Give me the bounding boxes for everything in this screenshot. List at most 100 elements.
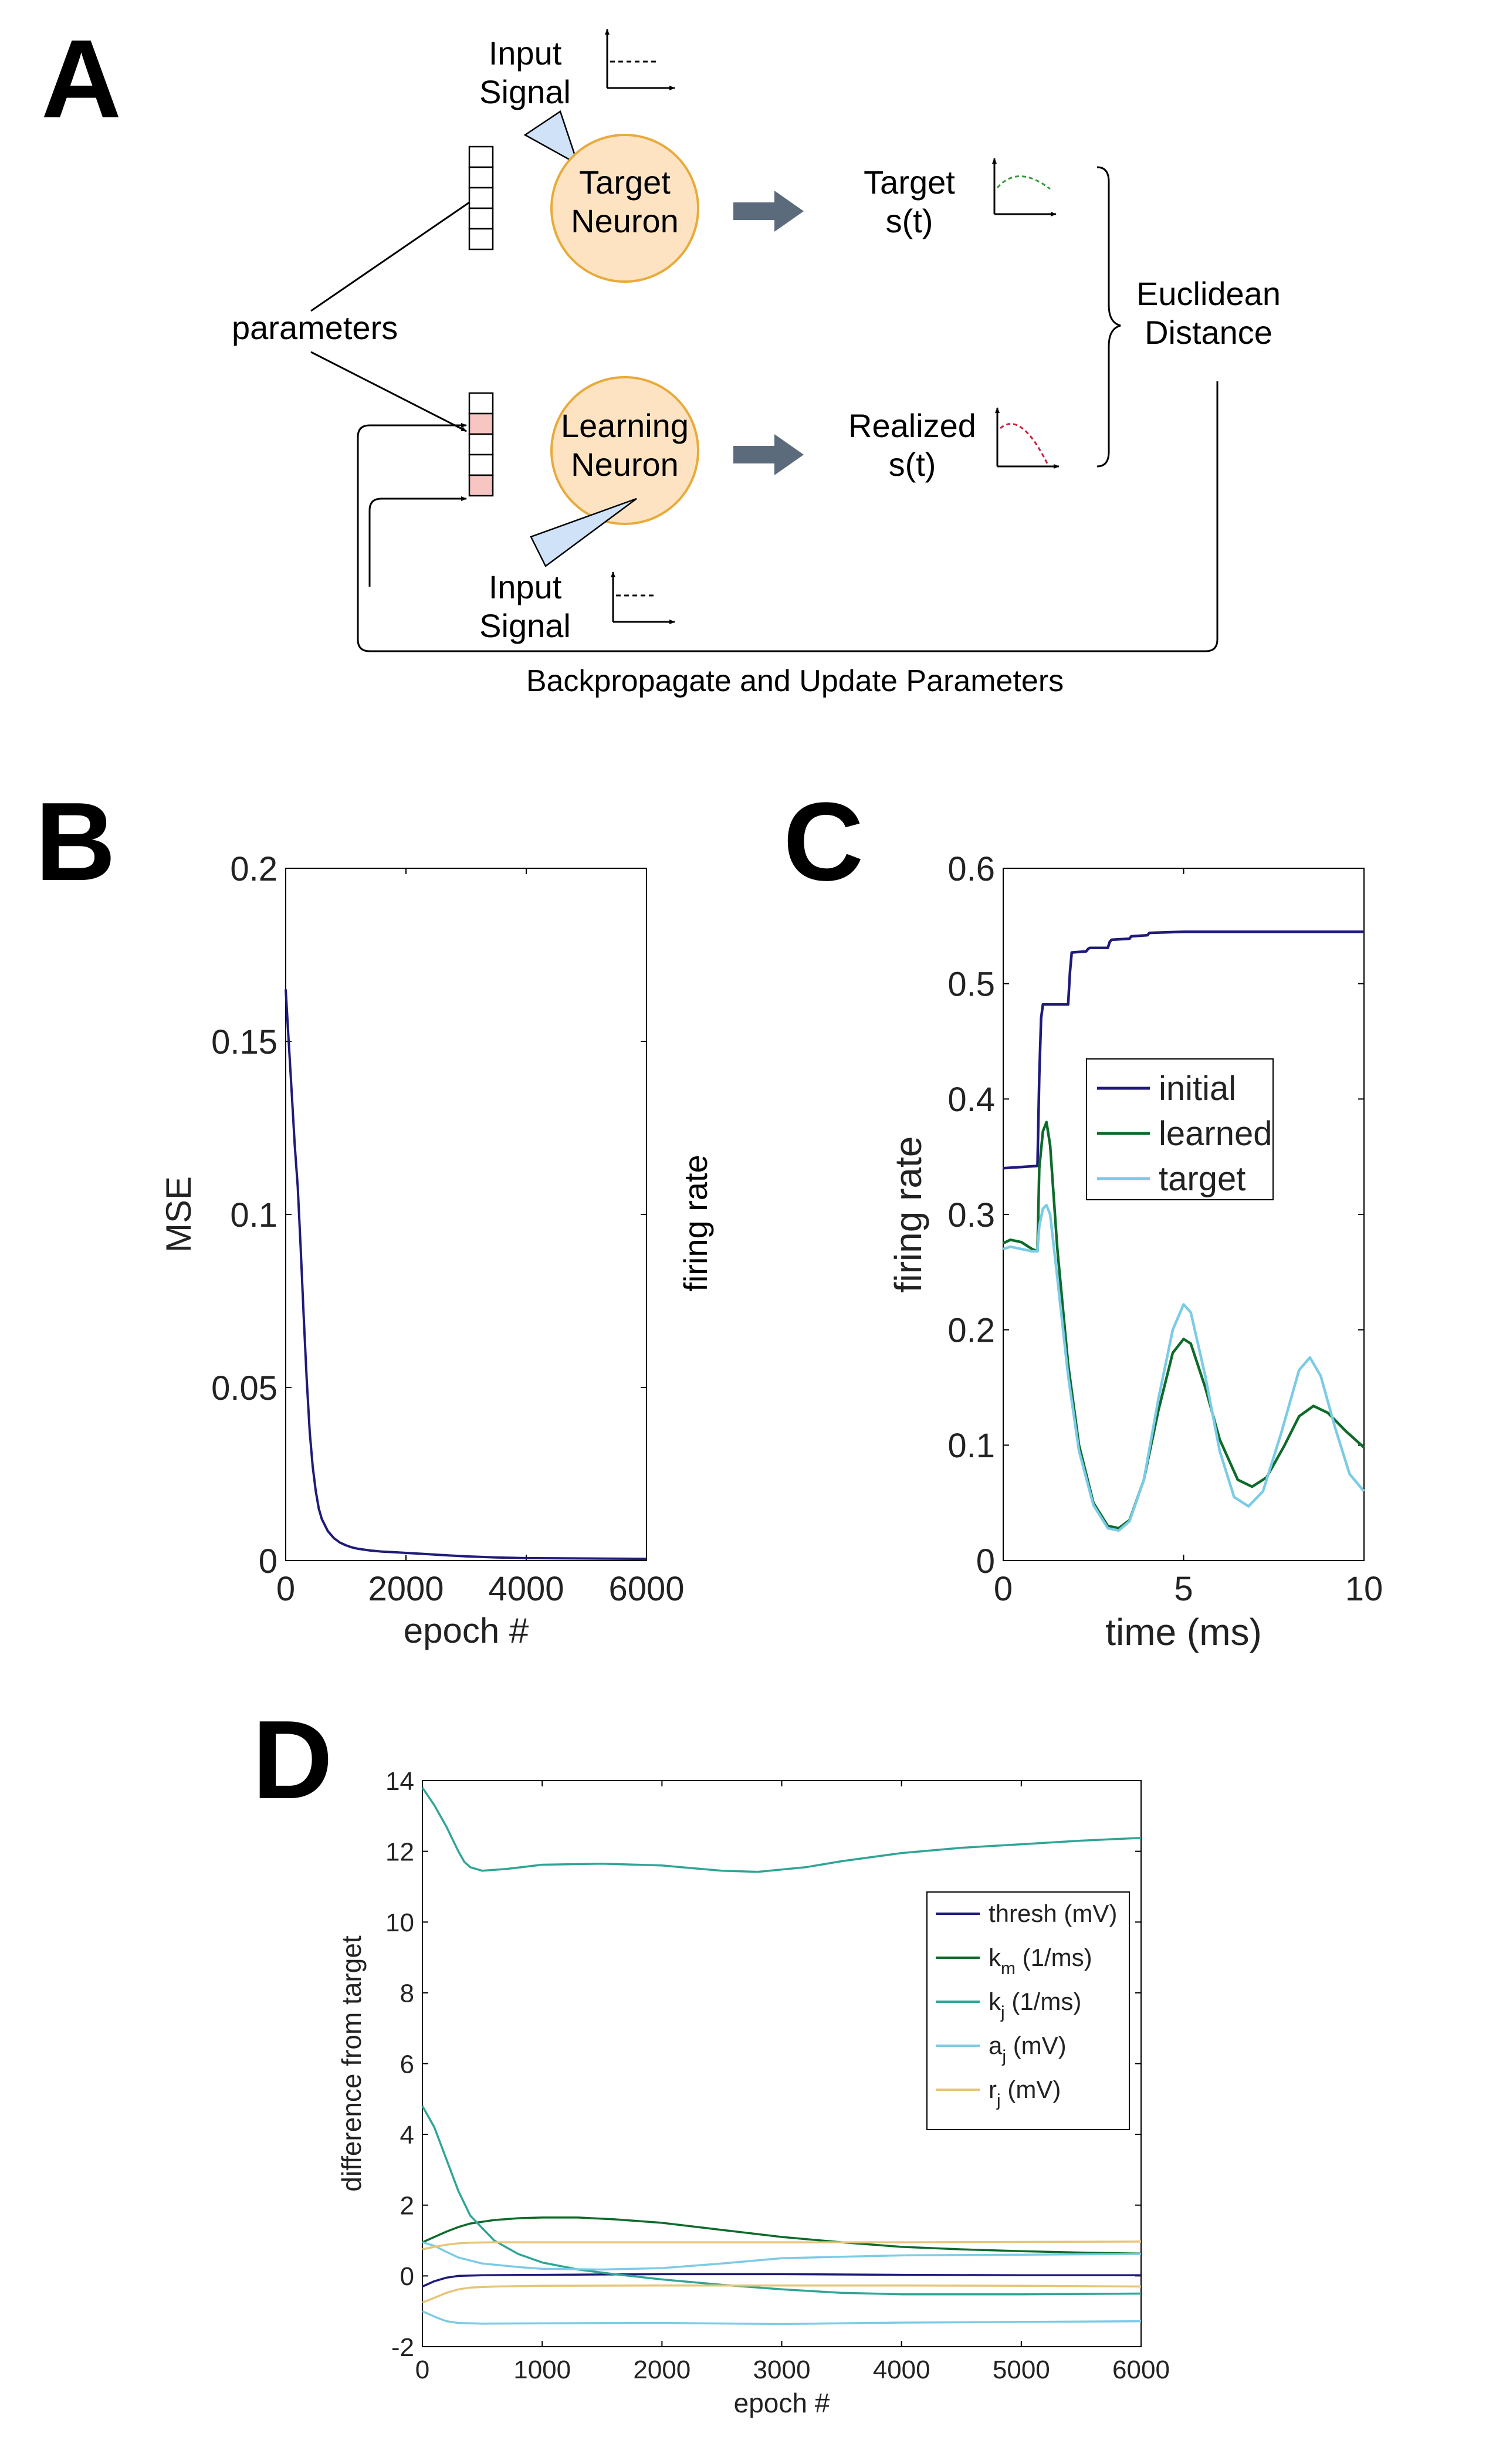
y-tick-label: 6 — [400, 2050, 414, 2079]
x-tick-label: 4000 — [873, 2355, 930, 2384]
panel-a-label: A — [41, 17, 121, 141]
legend-label: aj (mV) — [989, 2032, 1067, 2066]
panel-d-label: D — [252, 1698, 333, 1822]
feedback-branch-line — [368, 496, 467, 587]
arrow-learning-icon — [733, 434, 804, 475]
series-line — [1003, 1204, 1365, 1532]
series-line — [422, 2216, 1142, 2255]
x-tick-label: 3000 — [753, 2355, 811, 2384]
panel-c-legend-box — [1086, 1058, 1274, 1200]
y-tick-label: 0 — [976, 1542, 995, 1580]
x-tick-label: 5000 — [993, 2355, 1050, 2384]
feedback-loop-line — [357, 381, 1219, 652]
panel-c-firing-rate-chart: C 0 5 10 0 0.1 0.2 0.3 0.4 0.5 0.6 time (ms) firing… — [783, 780, 1383, 1653]
y-axis-label: difference from target — [336, 1935, 367, 2192]
electrode-top-icon — [523, 110, 580, 166]
y-tick-label: 0.2 — [947, 1312, 995, 1350]
y-tick-label: 0.15 — [211, 1023, 277, 1061]
series-line — [422, 2273, 1141, 2288]
input-signal-top-label: Input Signal — [479, 35, 571, 110]
legend-label: initial — [1159, 1069, 1236, 1108]
input-signal-bottom-label: Input Signal — [479, 568, 571, 644]
series-line — [285, 989, 647, 1561]
target-neuron-label: Target Neuron — [571, 164, 679, 239]
series-line — [421, 2106, 1142, 2296]
x-axis-label: epoch # — [734, 2388, 830, 2418]
x-tick-label: 1000 — [513, 2355, 571, 2384]
y-tick-label: 0.3 — [947, 1196, 995, 1234]
legend-label: kj (1/ms) — [989, 1988, 1081, 2022]
y-tick-label: 0.1 — [230, 1196, 277, 1234]
x-tick-label: 10 — [1345, 1570, 1383, 1608]
input-signal-bottom-icon — [611, 571, 675, 624]
learning-neuron-label: Learning Neuron — [561, 407, 689, 483]
electrode-bottom-icon — [530, 497, 637, 567]
panel-d-legend: thresh (mV) km (1/ms) kj (1/ms) aj (mV) rj (… — [926, 1891, 1130, 2130]
euclidean-distance-label: Euclidean Distance — [1136, 275, 1281, 351]
series-line — [421, 1787, 1142, 1873]
y-tick-label: 0.5 — [947, 966, 995, 1004]
panel-d-plot: 0 1000 2000 3000 4000 5000 6000-202468101214ep… — [336, 1767, 1170, 2418]
target-st-label: Target s(t) — [864, 164, 955, 239]
x-axis-label: time (ms) — [1105, 1611, 1262, 1653]
target-st-plot-icon — [992, 158, 1057, 216]
panel-a-schematic: A Input Signal Target Neuron Target s(t) — [41, 17, 1281, 698]
legend-label: thresh (mV) — [989, 1900, 1117, 1927]
realized-st-plot-icon — [995, 407, 1060, 469]
y-tick-label: 4 — [400, 2121, 414, 2150]
panel-c-legend: initial learned target — [1086, 1058, 1274, 1200]
panel-b-mse-chart: B 0 2000 4000 6000 0 0.05 0.1 0.15 0.2 epoch # MSE… — [35, 780, 714, 1650]
learning-neuron — [550, 376, 699, 525]
parameters-label: parameters — [232, 309, 398, 346]
panel-b-side-text: firing rate — [677, 1155, 714, 1291]
y-tick-label: 0.4 — [947, 1081, 995, 1119]
x-tick-label: 4000 — [488, 1570, 564, 1608]
y-tick-label: 10 — [385, 1908, 414, 1937]
x-tick-label: 6000 — [608, 1570, 684, 1608]
y-tick-label: 2 — [400, 2192, 414, 2221]
x-tick-label: 5 — [1174, 1570, 1193, 1608]
realized-st-label: Realized s(t) — [848, 407, 976, 483]
x-tick-label: 0 — [994, 1570, 1013, 1608]
y-tick-label: 0 — [400, 2262, 414, 2291]
panel-c-label: C — [783, 780, 864, 904]
y-tick-label: 0.05 — [211, 1369, 277, 1407]
pointer-to-bottom-vector — [310, 351, 467, 432]
series-line — [422, 2310, 1142, 2326]
panel-b-label: B — [35, 780, 116, 904]
y-tick-label: 0.1 — [947, 1427, 995, 1465]
parameter-vector-bottom — [468, 392, 494, 497]
series-line — [422, 2241, 1142, 2271]
panel-c-legend-entries: initial learned target — [1097, 1069, 1272, 1198]
y-tick-label: 0.6 — [947, 850, 995, 888]
y-tick-label: 12 — [385, 1837, 414, 1866]
panel-d-parameter-chart: D 0 1000 2000 3000 4000 5000 6000-202468101214… — [252, 1698, 1170, 2418]
y-tick-label: 0.2 — [230, 850, 277, 888]
panel-b-axes-frame — [285, 868, 647, 1561]
y-axis-label: firing rate — [887, 1136, 929, 1293]
target-neuron — [550, 134, 699, 283]
y-tick-label: 8 — [400, 1979, 414, 2008]
y-tick-label: 0 — [259, 1542, 277, 1580]
panel-c-plot: 0 5 10 0 0.1 0.2 0.3 0.4 0.5 0.6 time (ms) firing r… — [887, 850, 1383, 1653]
x-axis-label: epoch # — [404, 1611, 529, 1650]
pointer-to-top-vector — [310, 201, 470, 312]
legend-label: target — [1159, 1160, 1245, 1198]
legend-label: learned — [1159, 1115, 1272, 1153]
input-signal-top-icon — [605, 29, 675, 90]
x-tick-label: 6000 — [1112, 2355, 1170, 2384]
x-tick-label: 2000 — [368, 1570, 444, 1608]
brace — [1096, 166, 1121, 468]
legend-label: rj (mV) — [989, 2076, 1061, 2110]
series-line — [422, 2240, 1142, 2250]
backprop-label: Backpropagate and Update Parameters — [526, 664, 1064, 698]
parameter-vector-top — [468, 145, 494, 251]
arrow-target-icon — [733, 191, 804, 232]
panel-c-axes-frame — [1003, 868, 1365, 1561]
panel-b-plot: 0 2000 4000 6000 0 0.05 0.1 0.15 0.2 epoch # MSE — [159, 850, 685, 1650]
series-line — [1003, 930, 1364, 1170]
series-line — [422, 2284, 1142, 2304]
y-tick-label: -2 — [391, 2333, 414, 2362]
legend-label: km (1/ms) — [989, 1944, 1092, 1978]
